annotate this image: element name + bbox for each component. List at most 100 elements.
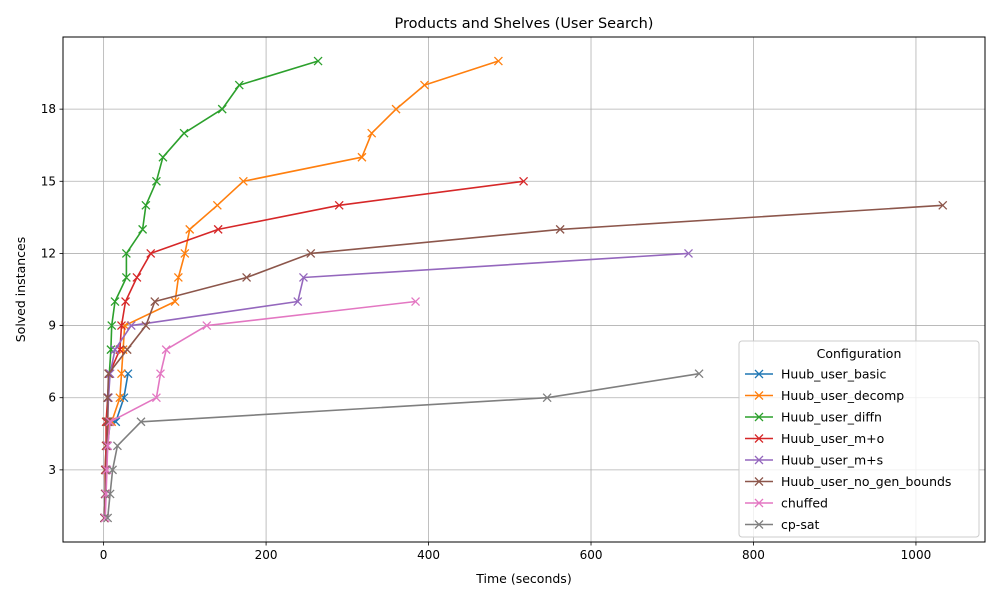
data-point bbox=[105, 417, 115, 427]
data-point bbox=[105, 369, 115, 379]
data-point-marker bbox=[110, 297, 120, 306]
legend-swatch-marker bbox=[754, 498, 764, 508]
data-point-marker bbox=[367, 128, 377, 138]
data-point bbox=[121, 273, 131, 282]
data-point-marker bbox=[123, 369, 133, 379]
legend: Configuration Huub_user_basic Huub_user_d… bbox=[738, 340, 980, 538]
data-point-marker bbox=[141, 200, 151, 210]
data-point-marker bbox=[391, 104, 401, 114]
data-point-marker bbox=[217, 104, 227, 114]
x-tick-label: 800 bbox=[742, 548, 765, 562]
data-point bbox=[103, 441, 113, 451]
series-cp-sat bbox=[103, 369, 704, 523]
legend-swatch-marker bbox=[754, 455, 764, 465]
data-point-marker bbox=[103, 393, 113, 403]
data-point-marker bbox=[298, 273, 308, 282]
data-point-marker bbox=[493, 56, 503, 66]
y-tick-label: 6 bbox=[48, 391, 56, 405]
series-layer bbox=[99, 56, 948, 523]
y-tick-label: 18 bbox=[41, 102, 56, 116]
data-point bbox=[213, 224, 223, 234]
data-point-marker bbox=[754, 477, 764, 486]
data-point-marker bbox=[202, 321, 212, 331]
x-tick-label: 200 bbox=[255, 548, 278, 562]
legend-entry: Huub_user_no_gen_bounds bbox=[745, 474, 951, 489]
data-point bbox=[107, 321, 117, 331]
legend-label: Huub_user_no_gen_bounds bbox=[781, 474, 951, 489]
legend-label: Huub_user_m+s bbox=[781, 453, 883, 468]
legend-label: Huub_user_decomp bbox=[781, 388, 904, 403]
data-point bbox=[105, 489, 115, 499]
data-point-marker bbox=[117, 369, 126, 379]
data-point-marker bbox=[146, 248, 156, 258]
legend-swatch-marker bbox=[754, 412, 764, 422]
data-point bbox=[367, 128, 377, 138]
data-point-marker bbox=[112, 441, 122, 451]
data-point-marker bbox=[119, 393, 129, 403]
data-point-marker bbox=[122, 345, 132, 355]
data-point-marker bbox=[306, 248, 316, 258]
x-tick-label: 0 bbox=[100, 548, 108, 562]
data-point-marker bbox=[238, 176, 248, 186]
data-point bbox=[156, 369, 165, 379]
data-point bbox=[119, 393, 129, 403]
data-point bbox=[121, 297, 131, 306]
series-line bbox=[104, 300, 416, 519]
legend-label: Huub_user_diffn bbox=[781, 410, 882, 425]
data-point bbox=[141, 321, 151, 331]
data-point-marker bbox=[156, 369, 165, 379]
data-point-marker bbox=[411, 297, 421, 306]
legend-title: Configuration bbox=[817, 346, 902, 361]
legend-swatch-marker bbox=[754, 391, 764, 400]
data-point-marker bbox=[161, 345, 171, 355]
data-point bbox=[420, 80, 429, 90]
data-point bbox=[938, 200, 948, 210]
data-point bbox=[334, 200, 344, 210]
data-point-marker bbox=[357, 152, 367, 162]
legend-label: Huub_user_m+o bbox=[781, 431, 884, 446]
series-chuffed bbox=[100, 297, 421, 523]
x-tick-label: 400 bbox=[417, 548, 440, 562]
data-point bbox=[161, 345, 171, 355]
x-tick-label: 1000 bbox=[901, 548, 932, 562]
data-point bbox=[173, 273, 183, 282]
y-axis-title: Solved instances bbox=[13, 237, 28, 343]
data-point bbox=[212, 200, 222, 210]
data-point-marker bbox=[101, 417, 111, 427]
data-point bbox=[170, 297, 180, 306]
data-point-marker bbox=[754, 412, 764, 422]
data-point-marker bbox=[150, 297, 160, 306]
data-point bbox=[391, 104, 401, 114]
data-point-marker bbox=[121, 297, 131, 306]
y-tick-label: 15 bbox=[41, 174, 56, 188]
data-point bbox=[101, 489, 111, 499]
data-point bbox=[146, 248, 156, 258]
legend-items: Huub_user_basic Huub_user_decomp Huub_user… bbox=[745, 367, 951, 532]
data-point bbox=[542, 393, 552, 403]
y-tick-label: 12 bbox=[41, 246, 56, 260]
legend-entry: chuffed bbox=[745, 496, 828, 511]
data-point-marker bbox=[334, 200, 344, 210]
legend-swatch-marker bbox=[754, 477, 764, 486]
data-point-marker bbox=[180, 248, 190, 258]
data-point bbox=[298, 273, 308, 282]
data-point bbox=[234, 80, 244, 90]
data-point-marker bbox=[107, 321, 117, 331]
legend-entry: Huub_user_m+s bbox=[745, 453, 883, 468]
data-point bbox=[112, 441, 122, 451]
data-point bbox=[110, 297, 120, 306]
data-point-marker bbox=[105, 489, 115, 499]
y-tick-label: 3 bbox=[48, 463, 56, 477]
data-point-marker bbox=[754, 498, 764, 508]
chart-title: Products and Shelves (User Search) bbox=[395, 16, 654, 32]
legend-entry: Huub_user_m+o bbox=[745, 431, 884, 446]
data-point bbox=[180, 248, 190, 258]
data-point bbox=[106, 345, 116, 355]
data-point-marker bbox=[213, 224, 223, 234]
legend-entry: Huub_user_basic bbox=[745, 367, 887, 382]
y-tick-label: 9 bbox=[48, 319, 56, 333]
data-point-marker bbox=[103, 441, 113, 451]
data-point bbox=[101, 417, 111, 427]
data-point bbox=[493, 56, 503, 66]
data-point bbox=[108, 465, 118, 475]
